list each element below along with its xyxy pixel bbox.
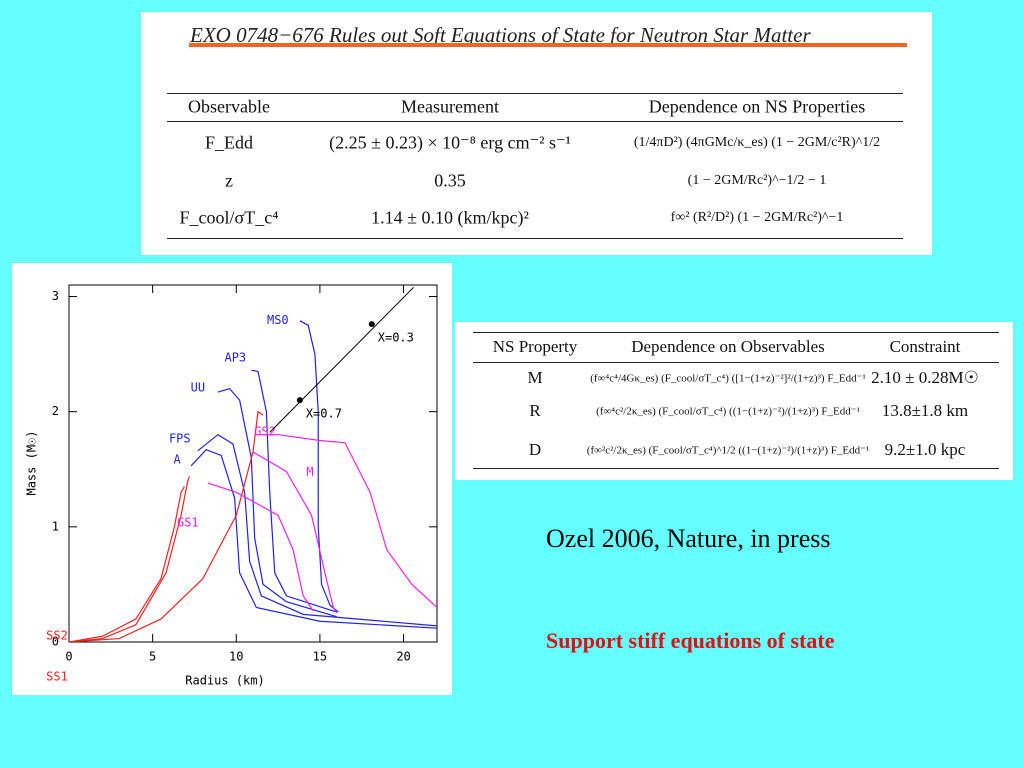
table-cell: (1 − 2GM/Rc²)^−1/2 − 1	[687, 173, 827, 188]
series-line	[190, 448, 437, 629]
table-cell: 9.2±1.0 kpc	[884, 440, 966, 459]
series-line	[69, 486, 185, 642]
series-line	[197, 433, 437, 627]
table-cell: (f∞²c²/2κ_es) (F_cool/σT_c⁴)^1/2 ((1−(1+…	[586, 444, 870, 457]
column-header: Measurement	[401, 96, 499, 117]
rule	[473, 468, 999, 469]
series-line	[217, 387, 337, 618]
series-label: GS2	[254, 424, 276, 438]
series-line	[207, 482, 314, 612]
plot-frame	[68, 284, 438, 643]
series-label: UU	[191, 381, 205, 395]
table-cell: 0.35	[434, 170, 466, 191]
rule	[473, 362, 999, 363]
series-line	[69, 410, 264, 642]
rule	[167, 121, 903, 122]
series-line	[299, 320, 339, 613]
rule	[167, 93, 903, 94]
series-label: A	[173, 452, 181, 466]
series-label: FPS	[169, 431, 191, 445]
table-cell: 1.14 ± 0.10 (km/kpc)²	[371, 207, 529, 228]
series-label: MS0	[267, 313, 289, 327]
x-tick-label: 10	[229, 650, 243, 664]
series-label: GS1	[177, 516, 199, 530]
annotation-label: X=0.7	[306, 407, 342, 421]
table-cell: z	[225, 170, 233, 191]
conclusion: Support stiff equations of state	[546, 628, 835, 653]
y-tick-label: 3	[52, 289, 59, 303]
annotation-label: X=0.3	[378, 331, 414, 345]
rule	[167, 238, 903, 239]
constraint-line	[269, 286, 414, 433]
citation: Ozel 2006, Nature, in press	[546, 524, 831, 553]
table-cell: (1/4πD²) (4πGMc/κ_es) (1 − 2GM/c²R)^1/2	[633, 135, 881, 150]
series-label: SS1	[46, 670, 68, 684]
annotation-point	[368, 321, 375, 328]
table-panel: EXO 0748−676 Rules out Soft Equations of…	[141, 12, 932, 255]
table-cell: (f∞⁴c⁴/4Gκ_es) (F_cool/σT_c⁴) ([1−(1+z)⁻…	[590, 372, 866, 385]
table-cell: 2.10 ± 0.28M☉	[871, 368, 979, 387]
series-label: SS2	[46, 629, 68, 643]
column-header: Dependence on Observables	[631, 337, 825, 356]
x-tick-label: 20	[396, 650, 410, 664]
rule	[473, 332, 999, 333]
table-cell: (2.25 ± 0.23) × 10⁻⁸ erg cm⁻² s⁻¹	[329, 132, 571, 153]
series-label: M	[306, 465, 313, 479]
series-line	[252, 451, 338, 614]
x-tick-label: 0	[65, 650, 72, 664]
table-cell: (f∞⁴c²/2κ_es) (F_cool/σT_c⁴) ((1−(1+z)⁻²…	[596, 405, 860, 418]
x-axis-label: Radius (km)	[185, 674, 264, 688]
column-header: Observable	[188, 96, 270, 117]
series-line	[251, 369, 337, 613]
column-header: Dependence on NS Properties	[648, 96, 866, 117]
chart-panel: Radius (km) Mass (M☉) 0 5 10 15 20 0 1 2 3 MS0 AP3…	[12, 263, 452, 729]
title-underline	[189, 43, 907, 47]
series-line	[258, 434, 437, 608]
chart: Radius (km) Mass (M☉) 0 5 10 15 20 0 1 2 3 MS0 AP3…	[25, 284, 438, 729]
x-tick-label: 5	[149, 650, 156, 664]
series-label: AP3	[224, 351, 246, 365]
y-tick-label: 1	[52, 519, 59, 533]
table-cell: M	[527, 368, 543, 387]
annotation-point	[296, 397, 303, 404]
table-cell: f∞² (R²/D²) (1 − 2GM/Rc²)^−1	[670, 210, 844, 225]
table-panel: NS Property Dependence on Observables Cons…	[455, 322, 1013, 480]
y-tick-label: 2	[52, 404, 59, 418]
series-line	[69, 475, 190, 642]
table-cell: F_cool/σT_c⁴	[179, 207, 279, 228]
column-header: Constraint	[889, 337, 961, 356]
y-tick-label: 0	[52, 635, 59, 649]
table-cell: D	[528, 440, 542, 459]
column-header: NS Property	[492, 337, 578, 356]
table-cell: F_Edd	[204, 132, 254, 153]
y-axis-label: Mass (M☉)	[25, 430, 39, 495]
table-cell: R	[529, 401, 541, 420]
x-tick-label: 15	[313, 650, 327, 664]
table-cell: 13.8±1.8 km	[881, 401, 969, 420]
